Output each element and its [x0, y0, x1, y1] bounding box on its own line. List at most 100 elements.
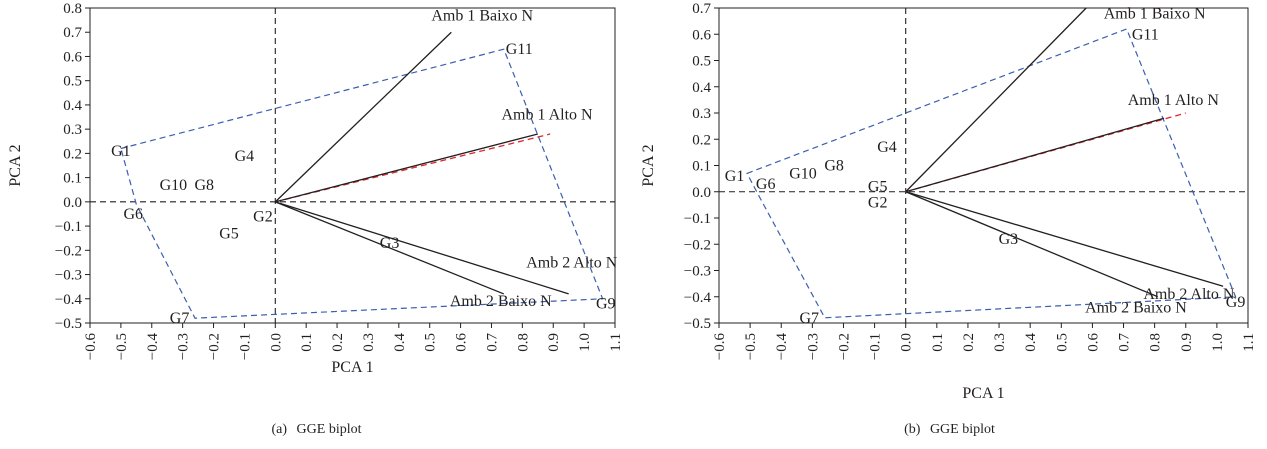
y-tick-label: 0.4 [692, 80, 711, 96]
x-tick-label: 0.8 [1148, 333, 1164, 352]
x-tick-label: −0.1 [868, 333, 884, 360]
x-tick-label: 0.8 [515, 333, 531, 352]
point-label-g7: G7 [799, 310, 819, 327]
y-tick-label: 0.6 [692, 27, 711, 43]
y-tick-label: −0.4 [684, 290, 712, 306]
x-tick-label: 0.9 [1179, 333, 1195, 352]
point-label-amb-2-alto-n: Amb 2 Alto N [526, 254, 618, 271]
average-environment-axis [275, 133, 551, 203]
y-tick-label: 0.4 [63, 98, 82, 114]
x-tick-label: 0.7 [484, 333, 500, 352]
x-tick-label: −0.3 [805, 333, 821, 360]
caption-b: (b) GGE biplot [633, 422, 1266, 438]
point-label-amb-1-alto-n: Amb 1 Alto N [501, 107, 593, 124]
point-label-g7: G7 [170, 310, 190, 327]
x-tick-label: 0.0 [899, 333, 915, 352]
point-label-g3: G3 [380, 235, 400, 252]
x-tick-label: 0.3 [361, 333, 377, 352]
x-tick-label: 0.0 [268, 333, 284, 352]
point-label-g1: G1 [111, 143, 131, 160]
x-tick-label: 0.2 [961, 333, 977, 352]
point-label-amb-1-baixo-n: Amb 1 Baixo N [431, 7, 533, 24]
x-tick-label: 0.1 [930, 333, 946, 352]
point-label-g1: G1 [725, 168, 745, 185]
x-tick-label: 0.1 [299, 333, 315, 352]
point-label-amb-2-baixo-n: Amb 2 Baixo N [1085, 299, 1187, 316]
y-tick-label: 0.0 [692, 185, 711, 201]
x-tick-label: 0.3 [992, 333, 1008, 352]
plot-frame [89, 7, 616, 324]
y-tick-label: 0.2 [692, 132, 711, 148]
point-label-g10: G10 [160, 177, 188, 194]
vector-amb-2-alto-n [905, 191, 1224, 287]
x-tick-label: −0.3 [176, 333, 192, 360]
y-tick-label: 0.1 [63, 171, 82, 187]
x-tick-label: 1.1 [1241, 333, 1257, 352]
point-label-g4: G4 [235, 148, 255, 165]
point-label-g9: G9 [596, 296, 616, 313]
x-tick-label: −0.4 [145, 333, 161, 361]
x-tick-label: −0.2 [207, 333, 223, 360]
point-label-g11: G11 [1132, 26, 1159, 43]
vector-amb-2-alto-n [275, 201, 569, 295]
x-tick-label: −0.6 [712, 333, 728, 361]
point-label-g10: G10 [789, 165, 817, 182]
x-tick-label: 0.6 [454, 333, 470, 352]
x-tick-label: −0.5 [743, 333, 759, 360]
x-tick-label: 0.6 [1085, 333, 1101, 352]
y-tick-label: −0.5 [55, 316, 82, 332]
point-label-amb-2-alto-n: Amb 2 Alto N [1143, 286, 1235, 303]
point-label-amb-2-baixo-n: Amb 2 Baixo N [450, 293, 552, 310]
x-tick-label: −0.1 [237, 333, 253, 360]
y-tick-label: 0.3 [63, 122, 82, 138]
point-label-g5: G5 [868, 179, 888, 196]
point-label-g8: G8 [824, 158, 844, 175]
x-axis-label: PCA 1 [331, 359, 373, 376]
caption-title-a: GGE biplot [296, 422, 362, 437]
y-tick-label: 0.0 [63, 195, 82, 211]
x-tick-label: −0.5 [114, 333, 130, 360]
convex-hull-polygon [120, 48, 604, 319]
y-tick-label: 0.8 [63, 1, 82, 17]
x-tick-label: 1.0 [1210, 333, 1226, 352]
vector-amb-2-baixo-n [905, 191, 1159, 298]
point-label-g11: G11 [506, 41, 533, 58]
y-tick-label: −0.4 [55, 292, 83, 308]
point-label-g6: G6 [756, 176, 776, 193]
point-label-g2: G2 [868, 194, 888, 211]
point-label-g3: G3 [999, 231, 1019, 248]
y-tick-label: 0.7 [63, 25, 82, 41]
x-tick-label: 0.2 [330, 333, 346, 352]
y-tick-label: −0.2 [55, 243, 82, 259]
point-label-g2: G2 [253, 208, 273, 225]
x-tick-label: −0.2 [836, 333, 852, 360]
y-tick-label: −0.1 [684, 211, 711, 227]
x-axis-label: PCA 1 [962, 385, 1004, 402]
biplot-panel-a: 0.8 0.7 0.6 0.5 0.4 0.3 0.2 0.1 0.0 −0.1 −0.2 −0.3−… [0, 0, 633, 449]
caption-label-a: (a) [271, 422, 288, 437]
vector-amb-1-baixo-n [905, 7, 1087, 193]
biplot-panel-b: 0.7 0.6 0.5 0.4 0.3 0.2 0.1 0.0 −0.1 −0.2 −0.3 −0.4… [633, 0, 1266, 449]
x-tick-label: 1.1 [608, 333, 624, 352]
y-tick-label: 0.2 [63, 146, 82, 162]
point-label-amb-1-alto-n: Amb 1 Alto N [1128, 92, 1220, 109]
y-tick-label: −0.5 [684, 316, 711, 332]
vector-amb-1-alto-n [905, 117, 1165, 193]
point-label-g9: G9 [1226, 294, 1246, 311]
point-label-g6: G6 [123, 206, 143, 223]
y-tick-label: 0.7 [692, 1, 711, 17]
x-tick-label: 0.7 [1117, 333, 1133, 352]
y-tick-label: −0.3 [55, 268, 82, 284]
y-axis-label: PCA 2 [7, 144, 24, 186]
y-tick-label: 0.6 [63, 49, 82, 65]
y-tick-label: 0.5 [692, 54, 711, 70]
x-tick-label: 0.5 [1054, 333, 1070, 352]
x-tick-label: 0.4 [392, 333, 408, 352]
point-label-g4: G4 [877, 139, 897, 156]
convex-hull-polygon [746, 28, 1237, 319]
x-tick-label: −0.4 [774, 333, 790, 361]
vector-amb-1-baixo-n [274, 31, 452, 203]
point-label-g8: G8 [194, 177, 214, 194]
x-tick-label: 0.4 [1023, 333, 1039, 352]
y-tick-label: 0.3 [692, 106, 711, 122]
